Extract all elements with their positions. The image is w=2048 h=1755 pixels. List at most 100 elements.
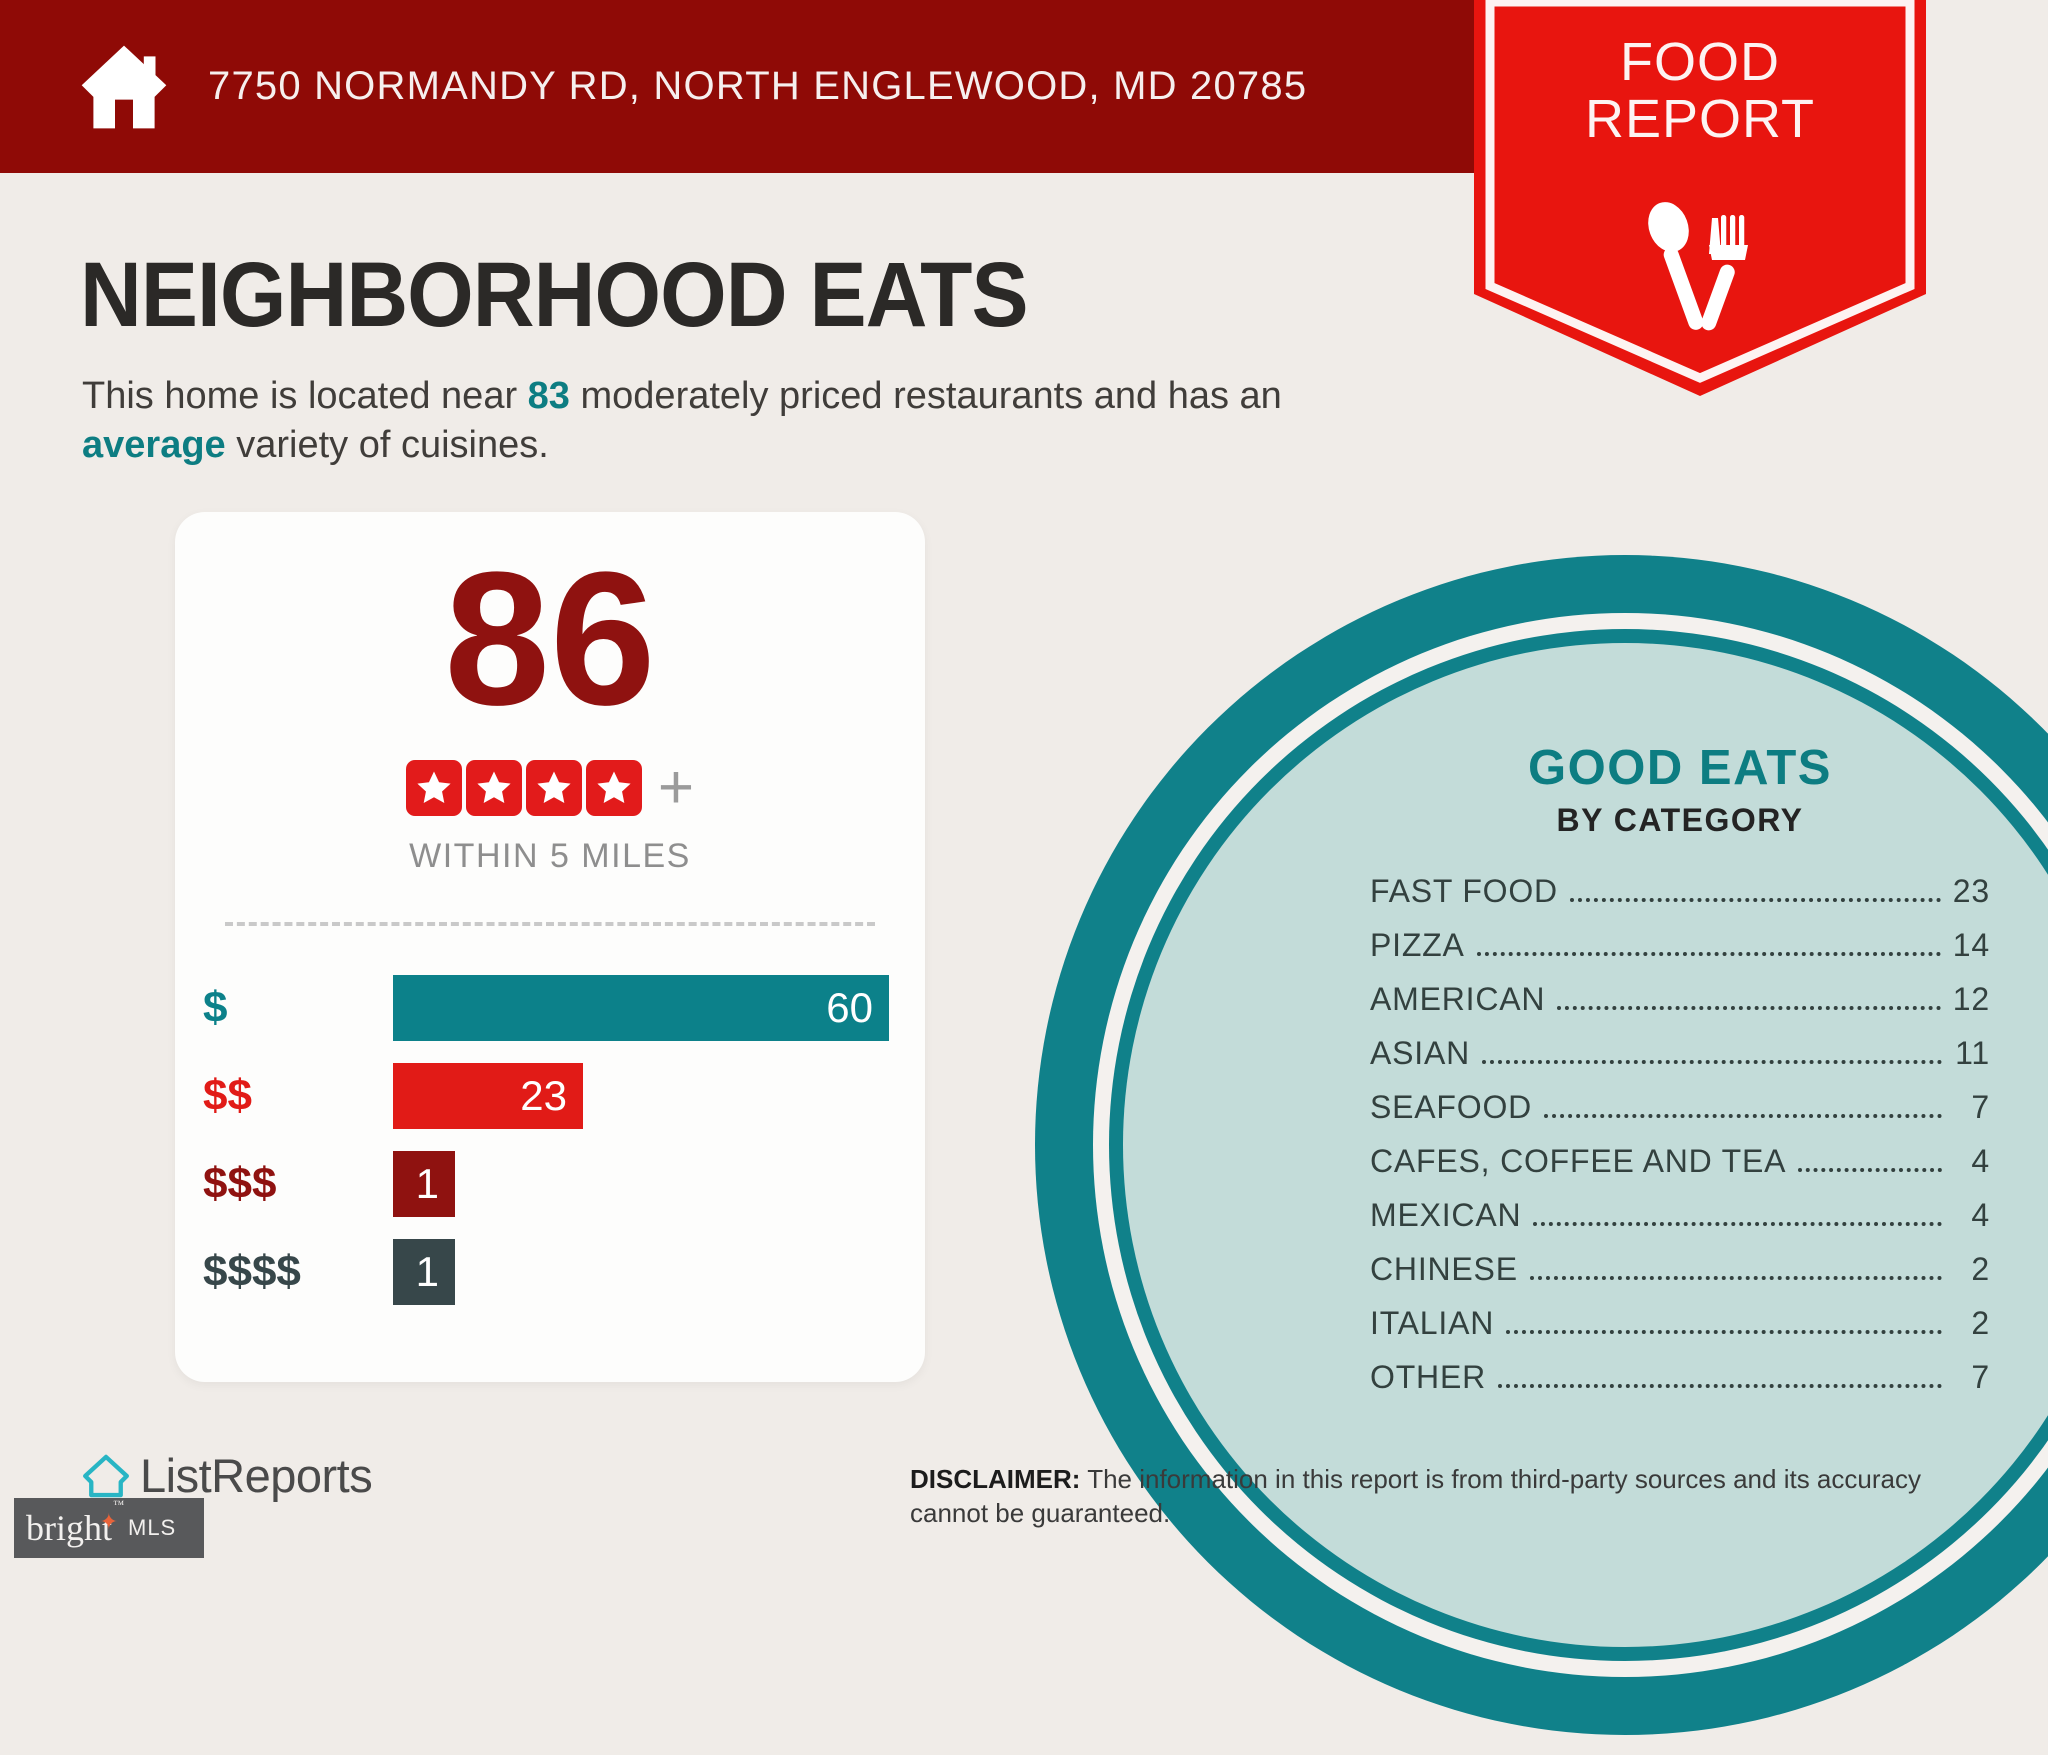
radius-label: WITHIN 5 MILES — [409, 837, 691, 875]
category-count: 11 — [1955, 1035, 1990, 1071]
category-count: 2 — [1971, 1305, 1990, 1341]
page-subtitle: This home is located near 83 moderately … — [82, 372, 1402, 471]
category-row: AMERICAN 12 — [1370, 981, 1990, 1035]
leader-dots — [1557, 1006, 1941, 1010]
leader-dots — [1482, 1060, 1942, 1064]
category-row: PIZZA 14 — [1370, 927, 1990, 981]
disclaimer-label: DISCLAIMER: — [910, 1464, 1081, 1494]
category-row: ITALIAN 2 — [1370, 1305, 1990, 1359]
subtitle-text-2: moderately priced restaurants and has an — [569, 375, 1282, 417]
bright-mls-watermark: bright ✦ ™ MLS — [14, 1498, 204, 1558]
bright-wordmark: bright ✦ ™ — [26, 1499, 124, 1548]
category-count: 2 — [1971, 1251, 1990, 1287]
category-row: ASIAN 11 — [1370, 1035, 1990, 1089]
spoon-fork-icon — [1648, 202, 1748, 331]
bar-track: 23 — [393, 1063, 925, 1129]
category-count: 14 — [1952, 927, 1990, 963]
star-rating: + — [175, 753, 925, 823]
bar-track: 1 — [393, 1151, 925, 1217]
category-row: CHINESE 2 — [1370, 1251, 1990, 1305]
price-level-bar-chart: $60 $$ 23 $$$ 1 $$$$ 1 — [175, 964, 925, 1316]
leader-dots — [1569, 898, 1941, 902]
header-bar: 7750 NORMANDY RD, NORTH ENGLEWOOD, MD 20… — [0, 0, 1502, 173]
bar-label: $ — [203, 983, 228, 1032]
category-row: CAFES, COFFEE AND TEA 4 — [1370, 1143, 1990, 1197]
star-icon — [585, 760, 642, 816]
category-count: 7 — [1971, 1359, 1990, 1395]
star-plus: + — [657, 753, 695, 823]
card-divider — [225, 922, 875, 926]
star-icon — [525, 760, 582, 816]
food-report-badge: FOOD REPORT — [1474, 0, 1926, 404]
listreports-logo[interactable]: ListReports — [80, 1448, 373, 1503]
badge-shape — [1474, 0, 1926, 396]
trademark-mark: ™ — [113, 1499, 124, 1511]
category-count: 4 — [1971, 1197, 1990, 1233]
bar-fill: 1 — [393, 1239, 455, 1305]
category-name: PIZZA — [1370, 927, 1465, 963]
category-name: CAFES, COFFEE AND TEA — [1370, 1143, 1787, 1179]
badge-label: FOOD REPORT — [1474, 32, 1926, 150]
disclaimer-text: The information in this report is from t… — [910, 1464, 1921, 1529]
leader-dots — [1544, 1114, 1942, 1118]
food-score-value: 86 — [444, 533, 656, 745]
category-row: FAST FOOD 23 — [1370, 873, 1990, 927]
bar-fill: 23 — [393, 1063, 583, 1129]
variety-emphasis: average — [82, 424, 226, 467]
mls-label: MLS — [128, 1515, 177, 1540]
teal-circle-decoration — [1035, 555, 2048, 1755]
bar-track: 60 — [393, 975, 925, 1041]
leader-dots — [1529, 1276, 1942, 1280]
house-outline-icon — [83, 1454, 129, 1497]
good-eats-list: FAST FOOD 23 PIZZA 14 AMERICAN 12 ASIAN 11 SEAFO… — [1370, 873, 1990, 1413]
badge-line-2: REPORT — [1584, 89, 1816, 150]
bar-row: $60 — [175, 964, 925, 1052]
star-accent-icon: ✦ — [99, 1509, 118, 1534]
good-eats-panel: GOOD EATS BY CATEGORY FAST FOOD 23 PIZZA 14… — [1370, 740, 1990, 1413]
category-name: ASIAN — [1370, 1035, 1471, 1071]
good-eats-heading: GOOD EATS — [1528, 741, 1832, 795]
star-icon — [465, 760, 522, 816]
leader-dots — [1498, 1384, 1942, 1388]
leader-dots — [1798, 1168, 1942, 1172]
badge-line-1: FOOD — [1620, 32, 1780, 92]
category-row: MEXICAN 4 — [1370, 1197, 1990, 1251]
page-title: NEIGHBORHOOD EATS — [80, 244, 1029, 346]
bar-track: 1 — [393, 1239, 925, 1305]
category-name: AMERICAN — [1370, 981, 1546, 1017]
category-count: 4 — [1971, 1143, 1990, 1179]
category-count: 7 — [1971, 1089, 1990, 1125]
category-name: OTHER — [1370, 1359, 1486, 1395]
category-name: SEAFOOD — [1370, 1089, 1533, 1125]
category-count: 12 — [1952, 981, 1990, 1017]
bar-row: $$$$ 1 — [175, 1228, 925, 1316]
leader-dots — [1506, 1330, 1942, 1334]
property-address: 7750 NORMANDY RD, NORTH ENGLEWOOD, MD 20… — [208, 64, 1308, 108]
subtitle-text-1: This home is located near — [82, 375, 528, 417]
house-icon — [81, 45, 167, 128]
food-score-card: 86 + WITHIN 5 MILES $60 $$ 23 $$$ 1 $$$$ 1 — [175, 512, 925, 1382]
listreports-wordmark: ListReports — [140, 1449, 373, 1502]
category-row: OTHER 7 — [1370, 1359, 1990, 1413]
bar-fill: 1 — [393, 1151, 455, 1217]
bar-fill: 60 — [393, 975, 889, 1041]
leader-dots — [1476, 952, 1941, 956]
bar-label: $$$$ — [203, 1247, 301, 1296]
leader-dots — [1533, 1222, 1942, 1226]
category-name: FAST FOOD — [1370, 873, 1558, 909]
disclaimer: DISCLAIMER: The information in this repo… — [910, 1462, 1970, 1531]
bar-row: $$$ 1 — [175, 1140, 925, 1228]
bar-label: $$ — [203, 1071, 252, 1120]
good-eats-subheading: BY CATEGORY — [1556, 802, 1804, 838]
restaurant-count: 83 — [527, 375, 570, 417]
star-icon — [405, 760, 462, 816]
ring-fill — [1123, 643, 2048, 1647]
category-name: CHINESE — [1370, 1251, 1518, 1287]
category-name: ITALIAN — [1370, 1305, 1495, 1341]
category-row: SEAFOOD 7 — [1370, 1089, 1990, 1143]
subtitle-text-3: variety of cuisines. — [225, 424, 549, 467]
bar-row: $$ 23 — [175, 1052, 925, 1140]
category-name: MEXICAN — [1370, 1197, 1522, 1233]
bar-label: $$$ — [203, 1159, 277, 1208]
category-count: 23 — [1952, 873, 1990, 909]
